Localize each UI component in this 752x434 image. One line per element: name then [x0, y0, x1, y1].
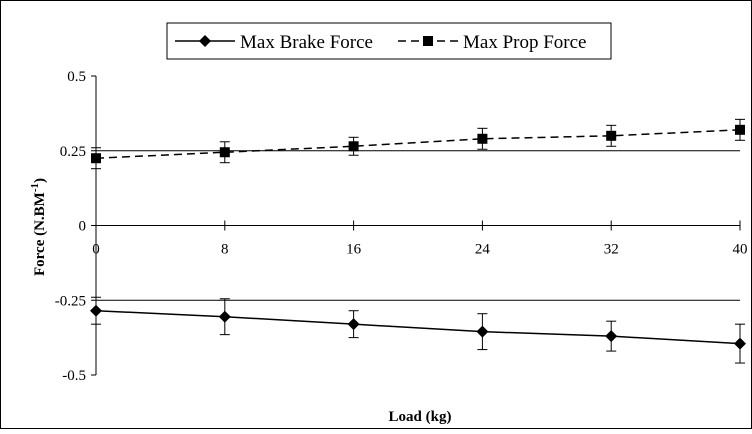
x-tick-label-0: 0 [92, 242, 100, 258]
legend-label-prop: Max Prop Force [463, 32, 586, 53]
y-tick-label-0: 0.5 [67, 69, 86, 85]
series-prop [91, 118, 745, 170]
y-tick-label-4: -0.5 [62, 368, 86, 384]
data-point-brake-0 [90, 304, 102, 317]
legend: Max Brake Force Max Prop Force [166, 22, 612, 60]
gridlines [96, 150, 740, 301]
data-point-brake-5 [734, 337, 746, 350]
y-tick-label-2: 0 [79, 219, 87, 235]
data-point-prop-1 [219, 147, 230, 158]
data-point-prop-3 [477, 133, 488, 144]
series-brake [90, 296, 746, 364]
legend-marker-brake [199, 35, 211, 47]
tick-labels: 0.5 0.25 0 -0.25 -0.5 0 8 16 24 32 40 [55, 69, 748, 384]
data-point-prop-2 [348, 141, 359, 152]
legend-marker-prop [423, 36, 433, 46]
series-line-brake [95, 309, 741, 345]
legend-box [166, 22, 612, 60]
y-axis-title-main: Force (N.BM [32, 192, 48, 276]
data-point-brake-3 [476, 325, 489, 338]
x-tick-label-4: 32 [604, 242, 619, 258]
x-tick-label-2: 16 [346, 242, 362, 258]
data-point-prop-4 [606, 130, 617, 141]
x-tick-label-1: 8 [221, 242, 229, 258]
x-axis-title: Load (kg) [389, 409, 452, 425]
x-tick-label-5: 40 [733, 242, 748, 258]
y-axis-title-superscript: -1 [29, 183, 41, 192]
data-point-brake-2 [347, 318, 360, 331]
y-tick-label-3: -0.25 [55, 293, 86, 309]
series-layer [90, 118, 746, 364]
series-line-prop [95, 129, 741, 159]
data-point-prop-0 [91, 153, 101, 164]
y-tick-label-1: 0.25 [60, 144, 86, 160]
legend-label-brake: Max Brake Force [240, 32, 373, 53]
data-point-brake-4 [605, 330, 618, 343]
x-tick-label-3: 24 [475, 242, 491, 258]
data-point-brake-1 [218, 310, 231, 323]
axes [91, 75, 741, 376]
y-axis-title-close: ) [32, 178, 48, 183]
y-axis-title: Force (N.BM-1) [29, 178, 48, 276]
data-point-prop-5 [735, 124, 745, 135]
